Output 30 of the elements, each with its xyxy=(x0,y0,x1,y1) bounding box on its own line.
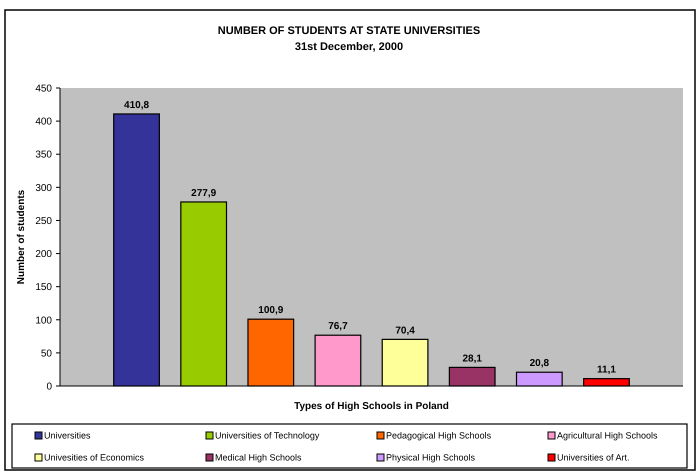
legend-label: Agricultural High Schools xyxy=(557,430,658,440)
data-label: 11,1 xyxy=(597,364,616,376)
data-label: 410,8 xyxy=(124,100,150,111)
y-tick-label: 400 xyxy=(35,116,52,128)
data-label: 76,7 xyxy=(328,321,348,332)
y-axis-title: Number of students xyxy=(16,189,27,284)
y-tick-label: 150 xyxy=(35,282,52,294)
y-tick-label: 50 xyxy=(40,348,52,360)
legend-label: Univesities of Economics xyxy=(44,452,145,462)
legend-label: Medical High Schools xyxy=(215,452,302,462)
legend-label: Pedagogical High Schools xyxy=(386,430,492,440)
y-tick-label: 300 xyxy=(35,182,52,194)
chart-subtitle: 31st December, 2000 xyxy=(294,41,404,53)
legend-label: Physical High Schools xyxy=(386,452,476,462)
y-tick-label: 200 xyxy=(35,249,52,260)
y-tick-label: 100 xyxy=(35,315,52,326)
data-label: 20,8 xyxy=(530,358,550,370)
data-label: 277,9 xyxy=(191,188,217,199)
legend-label: Universities of Art. xyxy=(557,452,630,462)
y-tick-label: 350 xyxy=(35,150,52,161)
x-axis-title: Types of High Schools in Poland xyxy=(294,401,449,412)
data-label: 28,1 xyxy=(462,353,482,364)
data-label: 100,9 xyxy=(258,305,284,316)
y-tick-label: 450 xyxy=(35,84,52,94)
chart-title: NUMBER OF STUDENTS AT STATE UNIVERSITIES xyxy=(218,25,480,37)
legend-label: Universities of Technology xyxy=(215,430,320,440)
data-label: 70,4 xyxy=(395,325,416,336)
legend-label: Universities xyxy=(44,430,92,440)
y-tick-label: 0 xyxy=(46,382,52,392)
y-tick-label: 250 xyxy=(35,216,52,227)
